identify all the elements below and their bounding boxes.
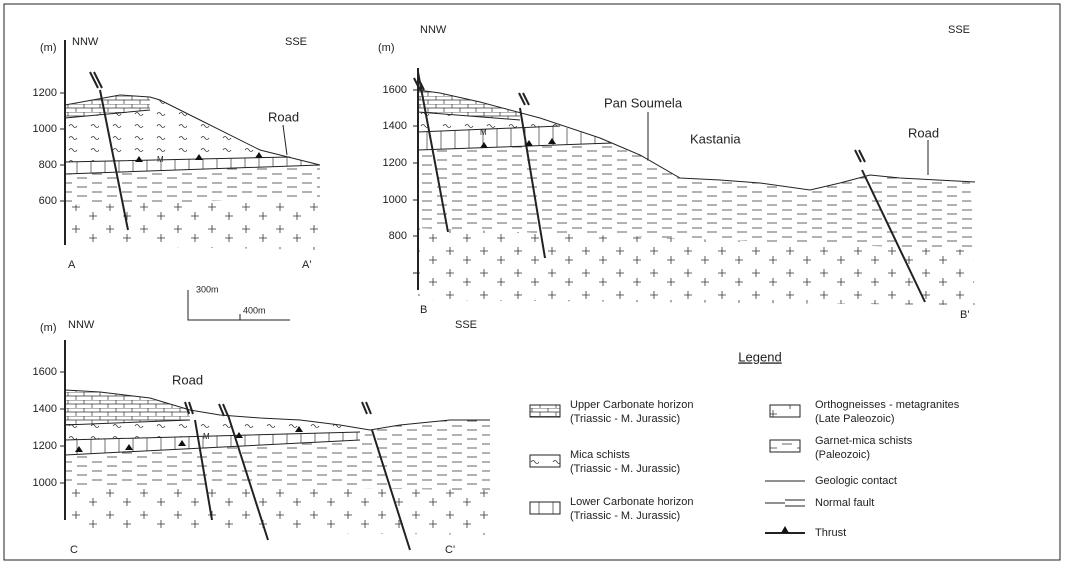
legend-label: (Triassic - M. Jurassic) xyxy=(570,463,680,475)
place-label: Road xyxy=(172,372,203,387)
section-end: B xyxy=(420,304,427,316)
place-label: Pan Soumela xyxy=(604,95,683,110)
legend-label: (Late Paleozoic) xyxy=(815,413,895,425)
tick-label: 1200 xyxy=(383,157,407,169)
section-end: C xyxy=(70,544,78,556)
unit: (m) xyxy=(40,42,57,54)
section-end: A xyxy=(68,259,76,271)
legend-label: Lower Carbonate horizon xyxy=(570,496,694,508)
tick-label: 800 xyxy=(389,230,407,242)
tick-label: 1200 xyxy=(33,87,57,99)
direction: NNW xyxy=(420,24,447,36)
unit: (m) xyxy=(40,322,57,334)
tick-label: 600 xyxy=(39,195,57,207)
section-a: (m) NNW SSE 1200 1000 800 600 Road M A A… xyxy=(33,36,320,271)
direction: SSE xyxy=(455,319,477,331)
section-b: (m) NNW SSE 1600 1400 1200 1000 800 Pan … xyxy=(378,24,975,321)
place-label: Road xyxy=(908,125,939,140)
unit-marker: M xyxy=(480,128,487,137)
section-c: (m) NNW SSE 1600 1400 1200 1000 Road M C… xyxy=(33,319,490,556)
tick-label: 1600 xyxy=(33,366,57,378)
legend-label: (Paleozoic) xyxy=(815,449,870,461)
direction: NNW xyxy=(68,319,95,331)
unit-marker: M xyxy=(157,155,164,164)
section-end: B' xyxy=(960,309,969,321)
place-label: Kastania xyxy=(690,131,741,146)
tick-label: 1000 xyxy=(383,194,407,206)
tick-label: 1600 xyxy=(383,84,407,96)
tick-label: 1200 xyxy=(33,440,57,452)
tick-label: 1000 xyxy=(33,123,57,135)
scale-label: 400m xyxy=(243,305,266,315)
tick-label: 800 xyxy=(39,159,57,171)
tick-label: 1400 xyxy=(383,120,407,132)
geologic-sections: (m) NNW SSE 1200 1000 800 600 Road M A A… xyxy=(0,0,1065,577)
direction: SSE xyxy=(948,24,970,36)
legend-label: Geologic contact xyxy=(815,475,897,487)
tick-label: 1000 xyxy=(33,477,57,489)
section-end: A' xyxy=(302,259,311,271)
legend-label: (Triassic - M. Jurassic) xyxy=(570,413,680,425)
legend-label: Upper Carbonate horizon xyxy=(570,399,694,411)
scale-label: 300m xyxy=(196,284,219,294)
legend-label: Orthogneisses - metagranites xyxy=(815,399,960,411)
legend-label: Garnet-mica schists xyxy=(815,435,913,447)
place-label: Road xyxy=(268,109,299,124)
tick-label: 1400 xyxy=(33,403,57,415)
legend: Legend Upper Carbonate horizon (Triassic… xyxy=(530,349,960,538)
direction: SSE xyxy=(285,36,307,48)
unit: (m) xyxy=(378,42,395,54)
legend-label: (Triassic - M. Jurassic) xyxy=(570,510,680,522)
direction: NNW xyxy=(72,36,99,48)
legend-label: Thrust xyxy=(815,527,846,539)
legend-title: Legend xyxy=(738,349,781,364)
legend-label: Mica schists xyxy=(570,449,630,461)
legend-label: Normal fault xyxy=(815,497,874,509)
unit-marker: M xyxy=(203,432,210,441)
section-end: C' xyxy=(445,544,455,556)
scale-bar: 300m 400m xyxy=(188,284,290,320)
